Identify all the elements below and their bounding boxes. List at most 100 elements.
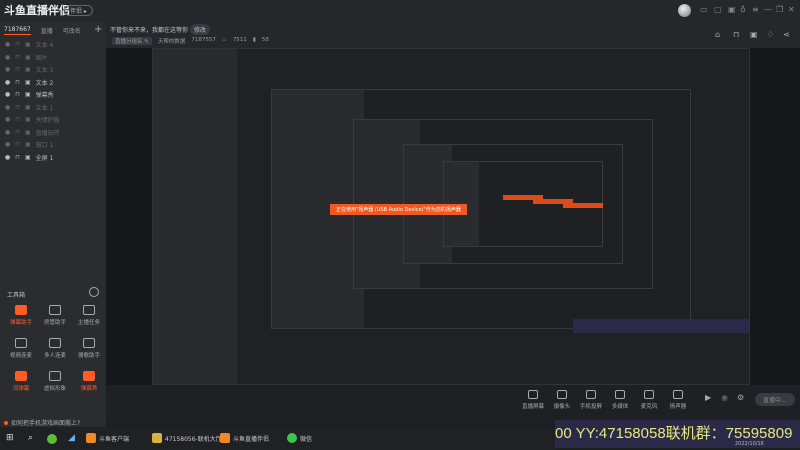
toolbar-item[interactable]: 直播屏幕 xyxy=(518,390,548,410)
toolbar-item[interactable]: 麦克风 xyxy=(634,390,664,410)
screen-icon[interactable]: ▭ xyxy=(700,5,708,14)
tool-item[interactable]: 弹幕秀 xyxy=(72,371,106,392)
layer-item[interactable]: ● ⊓ ▣ 文本 4 xyxy=(5,40,53,49)
tool-item[interactable]: 视频连麦 xyxy=(4,338,38,359)
minimize-icon[interactable]: — xyxy=(764,5,772,14)
restore-icon[interactable]: ❐ xyxy=(776,5,784,14)
layer-item[interactable]: ● ⊓ ▣ 关键护盾 xyxy=(5,115,60,124)
layer-item[interactable]: ● ⊓ ▣ 直播玩伴 xyxy=(5,128,60,137)
layer-item[interactable]: ● ⊓ ▣ 文本 3 xyxy=(5,65,53,74)
layer-item[interactable]: ● ⊓ ▣ 全屏 1 xyxy=(5,153,53,162)
lock-icon[interactable]: ⊓ xyxy=(15,66,20,73)
tool-item[interactable]: 搜歌助手 xyxy=(72,338,106,359)
lock-icon[interactable]: ⊓ xyxy=(15,41,20,48)
taskbar-item[interactable]: 47158056-联机大厅 xyxy=(152,433,222,443)
toolbar-item[interactable]: 手机投屏 xyxy=(576,390,606,410)
gift-icon[interactable]: ⌂ xyxy=(715,30,721,39)
eye-icon[interactable]: ● xyxy=(5,141,11,148)
lock-icon[interactable]: ⊓ xyxy=(15,53,20,61)
modify-title-button[interactable]: 修改 xyxy=(190,24,211,35)
eye-icon[interactable]: ● xyxy=(5,91,11,98)
layout-icon[interactable]: ▣ xyxy=(750,30,758,39)
add-scene-button[interactable]: + xyxy=(94,24,103,35)
tool-label: 搜歌助手 xyxy=(77,353,100,359)
bell-icon[interactable]: ♢ xyxy=(767,30,775,39)
taskbar-item[interactable]: 斗鱼客户端 xyxy=(86,433,129,443)
lock-icon[interactable]: ⊓ xyxy=(15,116,20,123)
toolbar-icon xyxy=(615,390,625,399)
layer-type-icon: ▣ xyxy=(24,41,31,48)
captured-screen-preview xyxy=(152,48,750,385)
tool-item[interactable]: 多人连麦 xyxy=(38,338,72,359)
eye-icon[interactable]: ● xyxy=(5,53,11,61)
tool-item[interactable]: 弹幕助手 xyxy=(4,305,38,326)
room-header xyxy=(106,22,800,48)
lock-icon[interactable]: ⊓ xyxy=(15,128,20,136)
lock-icon[interactable]: ⊓ xyxy=(15,91,20,98)
layer-type-icon: ▣ xyxy=(24,53,31,61)
taskbar-item[interactable]: 微信 xyxy=(287,433,312,443)
toolbar-item[interactable]: 扬声器 xyxy=(663,390,693,410)
tool-item[interactable]: 虚拟形象 xyxy=(38,371,72,392)
layer-label: 全屏 1 xyxy=(35,154,54,162)
windows-start-icon[interactable]: ⊞ xyxy=(6,433,14,443)
mode-badge[interactable]: 伴侣 ▸ xyxy=(64,5,93,16)
search-icon[interactable]: ⌕ xyxy=(28,433,34,443)
layer-item[interactable]: ● ⊓ ▣ 图片 xyxy=(5,53,48,62)
layer-item[interactable]: ● ⊓ ▣ 文本 1 xyxy=(5,103,53,112)
eye-icon[interactable]: ● xyxy=(5,116,11,123)
lock-icon[interactable]: ⊓ xyxy=(15,78,20,86)
tab-scene-3[interactable]: 可改名 xyxy=(62,28,81,35)
eye-icon[interactable]: ● xyxy=(5,78,11,86)
lock-icon[interactable]: ⊓ xyxy=(733,30,740,39)
tool-item[interactable]: 流弹幕 xyxy=(4,371,38,392)
layer-item[interactable]: ● ⊓ ▣ 弹幕秀 xyxy=(5,90,54,99)
tip-notice[interactable]: 如何把手机游戏画面搬上? xyxy=(4,418,80,427)
toolbar-icon xyxy=(644,390,654,399)
tab-scene-2[interactable]: 直播 xyxy=(40,28,53,35)
lock-icon[interactable]: ⊓ xyxy=(15,141,20,148)
tool-item[interactable]: 主播任务 xyxy=(72,305,106,326)
eye-icon[interactable]: ◉ xyxy=(721,393,728,402)
tool-icon xyxy=(83,371,95,381)
menu-icon[interactable]: ≡ xyxy=(752,5,759,14)
tool-icon xyxy=(15,371,27,381)
settings-icon[interactable]: ⚙ xyxy=(737,393,745,402)
windows-taskbar xyxy=(0,428,555,450)
toolbar-icon xyxy=(528,390,538,399)
layer-label: 关键护盾 xyxy=(35,117,60,124)
start-live-button[interactable]: 直播中... xyxy=(755,393,795,406)
tool-icon xyxy=(49,305,61,315)
layer-type-icon: ▣ xyxy=(24,66,31,73)
stat-label: 天帮的数据 xyxy=(157,39,186,45)
tab-scene-1[interactable]: 7187667 xyxy=(4,26,31,35)
layer-item[interactable]: ● ⊓ ▣ 窗口 1 xyxy=(5,140,53,149)
lock-icon[interactable]: ⊓ xyxy=(15,153,20,161)
record-icon[interactable]: ▶ xyxy=(705,393,712,402)
eye-icon[interactable]: ● xyxy=(5,103,11,111)
save-icon[interactable]: ▣ xyxy=(728,5,736,14)
tool-label: 房管助手 xyxy=(43,320,66,326)
toolbar-item[interactable]: 多媒体 xyxy=(605,390,635,410)
app-icon[interactable] xyxy=(47,434,57,444)
toolbar-item[interactable]: 摄像头 xyxy=(547,390,577,410)
help-icon[interactable] xyxy=(89,287,99,297)
eye-icon[interactable]: ● xyxy=(5,41,11,48)
lock-icon[interactable]: ⊓ xyxy=(15,103,20,111)
layer-type-icon: ▣ xyxy=(24,141,31,148)
eye-icon[interactable]: ● xyxy=(5,66,11,73)
tool-item[interactable]: 房管助手 xyxy=(38,305,72,326)
avatar[interactable] xyxy=(678,4,691,17)
shirt-icon[interactable]: ♁ xyxy=(740,5,746,14)
eye-icon[interactable]: ● xyxy=(5,153,11,161)
eye-icon[interactable]: ● xyxy=(5,128,11,136)
toolbar-label: 直播屏幕 xyxy=(521,404,544,410)
taskbar-item[interactable]: 斗鱼直播伴侣 xyxy=(220,433,269,443)
layer-item[interactable]: ● ⊓ ▣ 文本 2 xyxy=(5,78,53,87)
group-edit[interactable]: 直播分组名 ✎ xyxy=(112,37,152,45)
share-icon[interactable]: ⋖ xyxy=(783,30,790,39)
message-icon[interactable]: ▢ xyxy=(714,5,722,14)
close-icon[interactable]: ✕ xyxy=(788,5,795,14)
steam-icon[interactable]: ◢ xyxy=(68,433,75,443)
tool-icon xyxy=(49,371,61,381)
